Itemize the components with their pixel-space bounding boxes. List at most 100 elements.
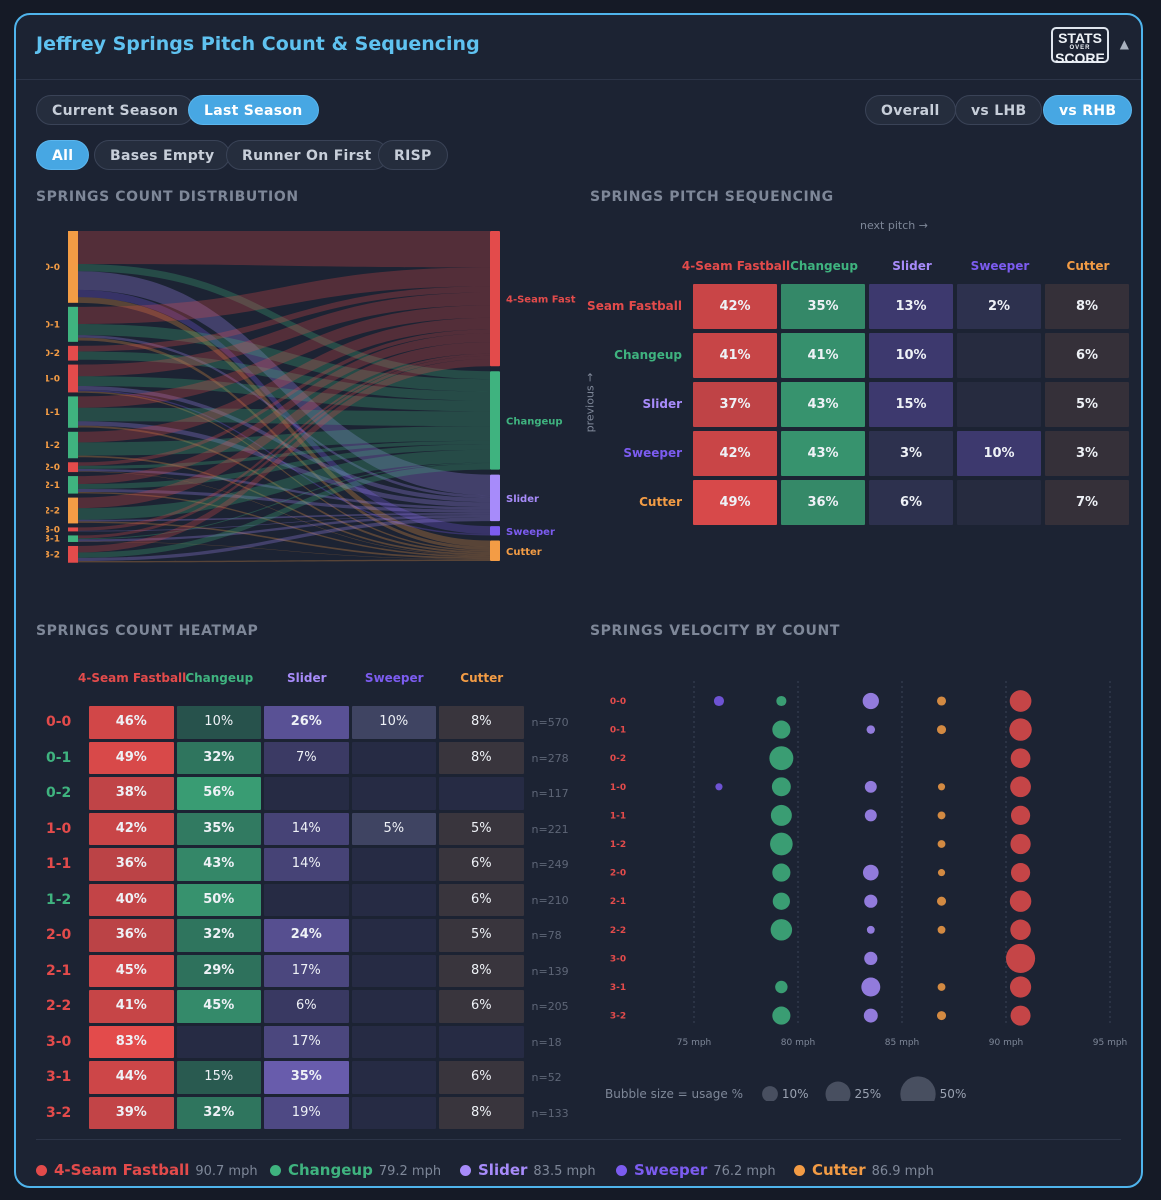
velocity-bubble: [937, 840, 946, 848]
heatmap-cell: [176, 1025, 261, 1058]
sankey-count-label: 3-2: [46, 550, 60, 560]
sankey-link: [78, 231, 490, 268]
sankey-count-label: 2-1: [46, 481, 60, 491]
velocity-bubble: [1005, 943, 1036, 973]
tab-all[interactable]: All: [36, 140, 90, 170]
sankey-link: [78, 391, 490, 552]
heatmap-cell: 29%: [176, 954, 261, 987]
bubble-legend-size: 10%: [782, 1087, 809, 1101]
heatmap-column-header: 4-Seam Fastball: [78, 671, 187, 685]
heatmap-cell: [439, 1025, 524, 1058]
velocity-bubble: [775, 980, 788, 994]
heatmap-cell: [351, 741, 436, 774]
sankey-link: [78, 425, 490, 554]
velocity-bubble: [863, 1008, 878, 1023]
heatmap-row-n: n=570: [531, 716, 569, 729]
sankey-count-label: 0-0: [46, 263, 60, 273]
sankey-link: [78, 514, 490, 532]
heatmap-count-label: 1-0: [46, 820, 72, 837]
legend-pitch-name: 4-Seam Fastball: [54, 1161, 190, 1179]
sequencing-cell: 2%: [957, 284, 1041, 329]
tab-runner-on-first[interactable]: Runner On First: [226, 140, 388, 170]
heatmap-cell: [351, 1096, 436, 1129]
velocity-bubble: [864, 780, 877, 793]
heatmap-row-n: n=210: [531, 893, 569, 907]
sequencing-cell: 41%: [693, 333, 777, 378]
heatmap-cell: 6%: [439, 883, 524, 916]
velocity-bubble: [864, 951, 878, 965]
sankey-link: [78, 489, 490, 513]
sankey-count-label: 2-0: [46, 463, 60, 473]
sequencing-cell: 41%: [781, 333, 865, 378]
bubble-legend-size: 25%: [855, 1087, 882, 1101]
sankey-link: [78, 329, 490, 466]
velocity-bubble: [1009, 690, 1032, 712]
heatmap-cell: [351, 777, 436, 810]
velocity-bubble: [713, 695, 725, 707]
triangle-up-icon[interactable]: ▲: [1119, 37, 1129, 51]
sequencing-cell: 43%: [781, 382, 865, 427]
legend-item: Cutter 86.9 mph: [794, 1161, 934, 1179]
heatmap-row-n: n=278: [531, 751, 569, 765]
sequencing-cell: 37%: [693, 382, 777, 427]
legend-dot-icon: [794, 1165, 805, 1176]
heatmap-cell: [264, 883, 349, 916]
heatmap-column-header: Cutter: [460, 671, 504, 685]
tab-last-season[interactable]: Last Season: [188, 95, 319, 125]
legend-dot-icon: [616, 1165, 627, 1176]
heatmap-cell: 45%: [89, 954, 174, 987]
velocity-bubble: [1009, 976, 1032, 998]
sankey-link: [78, 449, 490, 520]
tab-risp[interactable]: RISP: [378, 140, 448, 170]
heatmap-row-n: n=52: [531, 1071, 562, 1084]
velocity-bubble: [769, 746, 794, 771]
sequencing-cell: 8%: [1045, 284, 1129, 329]
legend-pitch-mph: 79.2 mph: [378, 1164, 442, 1179]
legend-dot-icon: [460, 1165, 471, 1176]
sankey-pitch-node: [490, 540, 500, 561]
velocity-count-label: 0-0: [610, 697, 626, 707]
pitch-sequencing-title: SPRINGS PITCH SEQUENCING: [590, 189, 834, 205]
heatmap-cell: 45%: [176, 990, 261, 1023]
next-pitch-axis-label: next pitch →: [860, 219, 928, 232]
bubble-legend-circle: [825, 1081, 851, 1101]
legend-item: Changeup 79.2 mph: [270, 1161, 441, 1179]
heatmap-cell: 43%: [176, 848, 261, 881]
velocity-x-tick: 85 mph: [885, 1038, 920, 1048]
velocity-count-label: 1-0: [610, 783, 626, 793]
tab-vs-lhb[interactable]: vs LHB: [955, 95, 1043, 125]
velocity-count-label: 2-2: [610, 926, 626, 936]
sankey-link: [78, 517, 490, 562]
heatmap-cell: 42%: [89, 812, 174, 845]
heatmap-cell: 24%: [264, 919, 349, 952]
tab-overall[interactable]: Overall: [865, 95, 956, 125]
sankey-link: [78, 559, 490, 563]
sequencing-cell: 7%: [1045, 480, 1129, 525]
tab-bases-empty[interactable]: Bases Empty: [94, 140, 231, 170]
heatmap-cell: 32%: [176, 741, 261, 774]
tab-vs-rhb[interactable]: vs RHB: [1043, 95, 1133, 125]
velocity-count-label: 1-2: [610, 840, 626, 850]
velocity-bubble: [770, 804, 792, 826]
legend-pitch-name: Cutter: [812, 1161, 866, 1179]
sankey-link: [78, 353, 490, 531]
sequencing-column-header: Sweeper: [970, 259, 1030, 273]
legend-pitch-name: Changeup: [288, 1161, 373, 1179]
sankey-count-node: [68, 527, 78, 532]
sankey-link: [78, 541, 490, 560]
tab-current-season[interactable]: Current Season: [36, 95, 195, 125]
count-distribution-sankey: 4-Seam Fastb Changeup Slider Sweeper Cutter 0…: [46, 231, 576, 563]
sankey-link: [78, 421, 490, 508]
heatmap-cell: 5%: [351, 812, 436, 845]
bubble-legend-circle: [900, 1076, 936, 1101]
sankey-link: [78, 389, 490, 536]
sankey-pitch-label: Slider: [506, 494, 539, 505]
legend-dot-icon: [36, 1165, 47, 1176]
sankey-count-label: 0-1: [46, 320, 60, 330]
heatmap-cell: 35%: [176, 812, 261, 845]
velocity-bubble: [1009, 890, 1032, 912]
heatmap-cell: 50%: [176, 883, 261, 916]
heatmap-cell: [264, 777, 349, 810]
heatmap-cell: [351, 883, 436, 916]
sankey-link: [78, 512, 490, 522]
